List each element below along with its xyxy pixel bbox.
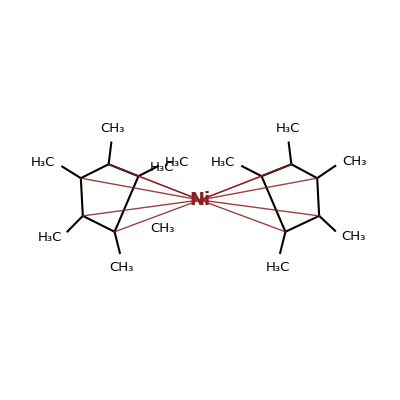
Text: Ni: Ni [190, 191, 210, 209]
Text: H₃C: H₃C [165, 156, 189, 169]
Text: CH₃: CH₃ [342, 155, 366, 168]
Text: H₃C: H₃C [38, 231, 62, 244]
Text: H₃C: H₃C [266, 261, 290, 274]
Text: H₃C: H₃C [211, 156, 235, 169]
Text: CH₃: CH₃ [100, 122, 124, 135]
Text: H₃C: H₃C [150, 161, 174, 174]
Text: CH₃: CH₃ [110, 261, 134, 274]
Text: H₃C: H₃C [276, 122, 300, 135]
Text: CH₃: CH₃ [150, 222, 174, 235]
Text: H₃C: H₃C [31, 156, 56, 169]
Text: CH₃: CH₃ [341, 230, 365, 243]
